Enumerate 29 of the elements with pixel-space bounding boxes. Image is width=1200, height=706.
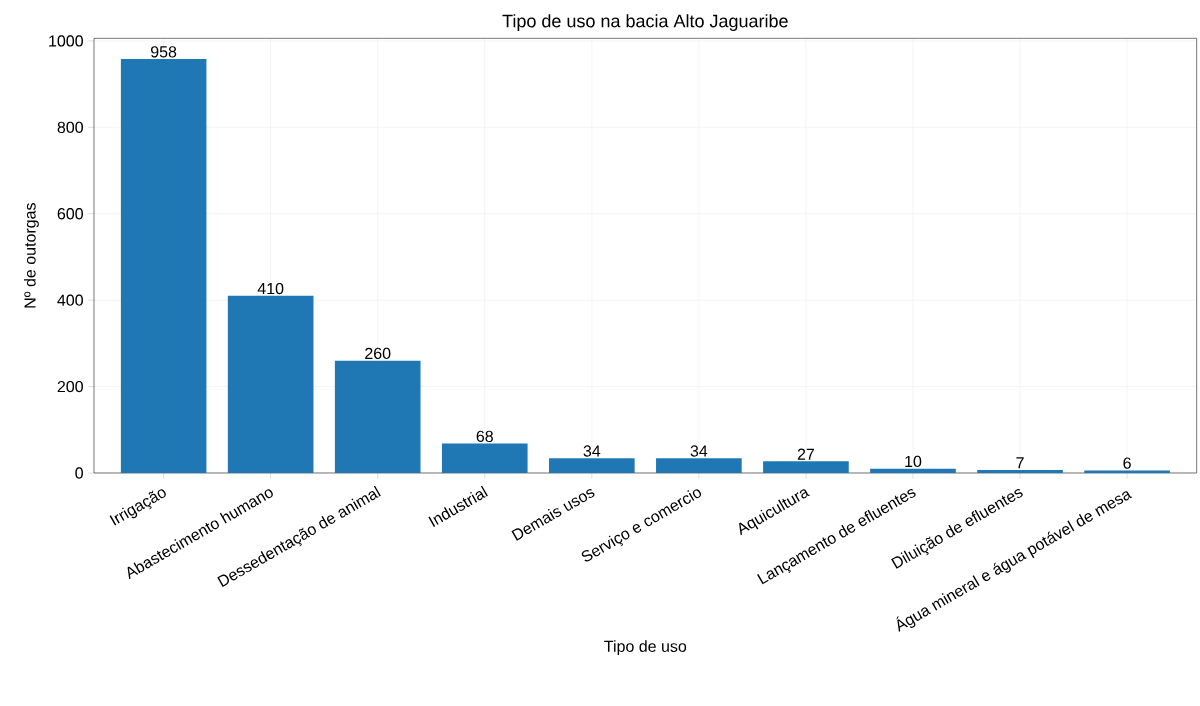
data-label: 6 [1123, 457, 1131, 469]
bar [227, 295, 314, 473]
bar [1084, 470, 1170, 473]
bar [656, 458, 742, 473]
data-label: 68 [476, 430, 493, 442]
data-label: 410 [257, 282, 284, 295]
data-label: 260 [365, 347, 391, 360]
y-tick-label: 800 [57, 121, 83, 133]
y-tick-label: 600 [57, 208, 83, 220]
y-tick-label: 200 [57, 380, 83, 393]
data-label: 958 [151, 46, 177, 58]
data-label: 34 [583, 445, 601, 457]
y-tick-label: 400 [57, 294, 83, 306]
data-label: 27 [797, 448, 815, 460]
bar [334, 360, 421, 473]
y-axis-title: Nº de outorgas [23, 203, 39, 308]
bar [977, 469, 1063, 473]
bar [441, 443, 528, 473]
bar [870, 468, 956, 473]
bar [548, 458, 635, 473]
bar [120, 59, 207, 473]
data-label: 7 [1016, 457, 1024, 469]
data-label: 10 [905, 455, 922, 468]
data-label: 34 [690, 445, 708, 457]
y-tick-label: 1000 [49, 35, 83, 47]
bar [763, 461, 849, 473]
y-tick-label: 0 [75, 467, 83, 479]
x-axis-title: Tipo de uso [604, 640, 687, 656]
chart-title: Tipo de uso na bacia Alto Jaguaribe [502, 14, 788, 31]
